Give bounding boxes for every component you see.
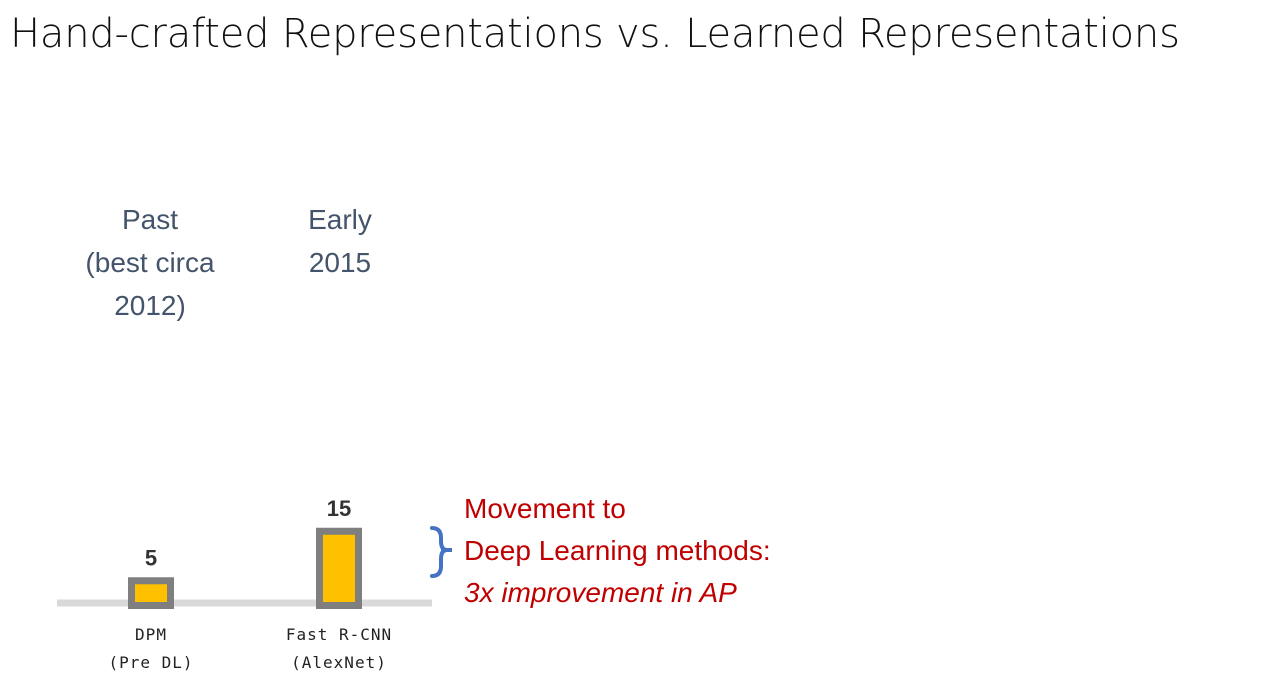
annotation-emphasis: 3x improvement in AP	[464, 577, 737, 608]
era-label-early: Early 2015	[250, 198, 430, 284]
era-label-line: 2015	[308, 247, 372, 278]
category-label: Fast R-CNN	[286, 625, 392, 644]
era-label-line: (best circa	[85, 247, 215, 278]
category-label: (Pre DL)	[108, 653, 193, 672]
slide-title: Hand-crafted Representations vs. Learned…	[10, 11, 1180, 57]
value-label: 5	[145, 545, 157, 570]
era-label-past: Past (best circa 2012)	[60, 198, 240, 327]
value-label: 15	[327, 496, 351, 521]
era-label-line: Early	[308, 204, 372, 235]
category-label: (AlexNet)	[291, 653, 387, 672]
annotation-line: Movement to	[464, 493, 626, 524]
improvement-annotation: Movement to Deep Learning methods: 3x im…	[464, 488, 771, 614]
era-label-line: 2012)	[114, 290, 186, 321]
bar	[128, 577, 174, 609]
era-label-line: Past	[121, 204, 179, 235]
bar	[316, 527, 362, 609]
annotation-line: Deep Learning methods:	[464, 535, 771, 566]
category-label: DPM	[135, 625, 167, 644]
